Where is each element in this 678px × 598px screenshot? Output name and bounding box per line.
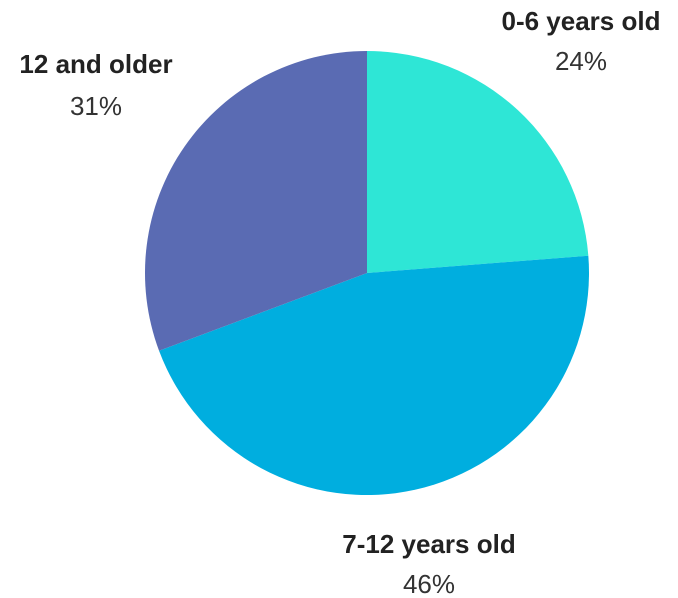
slice-label-group-1: 7-12 years old 46% <box>342 529 515 598</box>
slice-label-group-0: 0-6 years old 24% <box>502 6 661 76</box>
slice-value-7-12: 46% <box>403 569 455 598</box>
slice-label-0-6: 0-6 years old <box>502 6 661 36</box>
pie-slice-7-12-years-old <box>159 255 590 496</box>
pie-slice-12-and-older <box>144 51 367 351</box>
pie-slices <box>144 51 590 496</box>
slice-label-group-2: 12 and older 31% <box>19 49 172 121</box>
slice-label-7-12: 7-12 years old <box>342 529 515 559</box>
slice-label-12-and-older: 12 and older <box>19 49 172 79</box>
pie-slice-0-6-years-old <box>367 51 589 273</box>
slice-value-12-and-older: 31% <box>70 91 122 121</box>
slice-value-0-6: 24% <box>555 46 607 76</box>
